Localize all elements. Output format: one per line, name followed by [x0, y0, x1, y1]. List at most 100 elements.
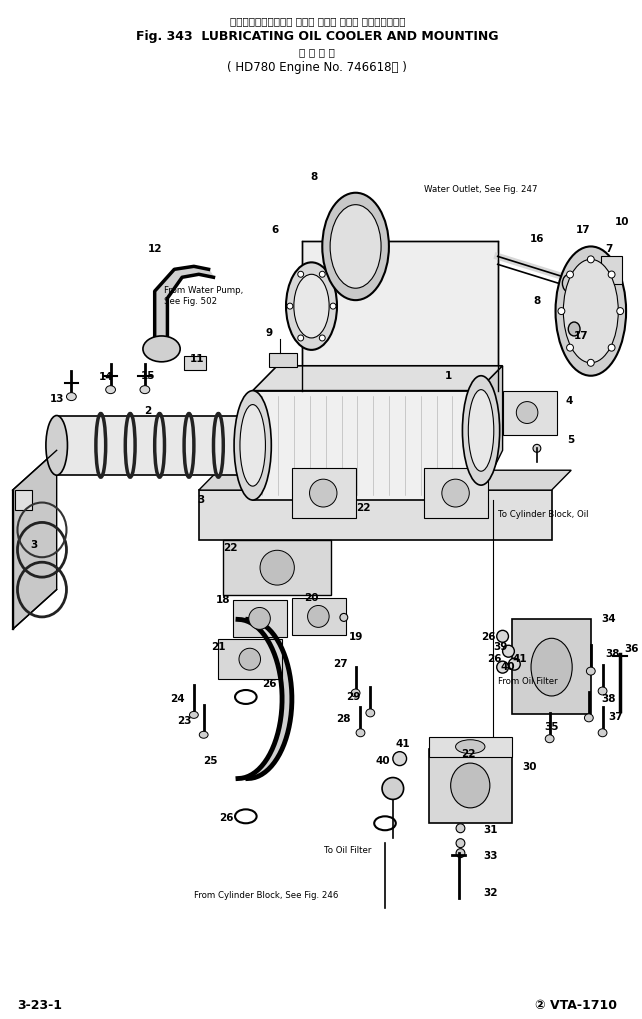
Ellipse shape [451, 763, 490, 808]
Text: 14: 14 [98, 372, 113, 382]
Text: 18: 18 [216, 594, 230, 604]
Bar [429, 749, 512, 823]
Text: 5: 5 [568, 435, 575, 445]
Text: 38: 38 [605, 649, 620, 659]
Text: 35: 35 [544, 721, 559, 732]
Ellipse shape [456, 849, 465, 858]
Ellipse shape [456, 740, 485, 754]
Polygon shape [199, 490, 551, 540]
Ellipse shape [294, 274, 329, 338]
Bar [292, 468, 356, 518]
Text: Water Outlet, See Fig. 247: Water Outlet, See Fig. 247 [424, 185, 538, 195]
Text: 37: 37 [608, 712, 623, 721]
Text: 2: 2 [144, 406, 152, 416]
Text: 19: 19 [349, 633, 363, 642]
Ellipse shape [366, 709, 375, 716]
Ellipse shape [562, 274, 576, 292]
Text: 22: 22 [461, 749, 476, 759]
Text: From Oil Filter: From Oil Filter [498, 677, 557, 686]
Text: 6: 6 [272, 224, 279, 234]
Text: 11: 11 [189, 354, 204, 364]
Text: 40: 40 [376, 756, 390, 765]
Text: 7: 7 [605, 245, 612, 255]
Ellipse shape [234, 390, 272, 500]
Ellipse shape [598, 729, 607, 737]
Text: 3-23-1: 3-23-1 [17, 999, 62, 1012]
Text: 15: 15 [141, 371, 155, 381]
Text: Fig. 343  LUBRICATING OIL COOLER AND MOUNTING: Fig. 343 LUBRICATING OIL COOLER AND MOUN… [136, 31, 499, 43]
Text: 23: 23 [177, 715, 191, 726]
Text: To Cylinder Block, Oil: To Cylinder Block, Oil [498, 511, 588, 520]
Text: 21: 21 [211, 642, 225, 652]
Ellipse shape [587, 256, 594, 263]
Polygon shape [13, 450, 56, 630]
Text: 4: 4 [566, 395, 573, 406]
Bar [253, 390, 478, 500]
Text: ② VTA-1710: ② VTA-1710 [535, 999, 617, 1012]
Ellipse shape [617, 308, 623, 315]
Text: 20: 20 [304, 592, 318, 602]
Bar [429, 737, 512, 757]
Text: 9: 9 [266, 328, 273, 338]
Ellipse shape [468, 389, 494, 471]
Text: 41: 41 [513, 654, 528, 664]
Ellipse shape [584, 714, 593, 721]
Ellipse shape [140, 385, 150, 393]
Ellipse shape [106, 385, 116, 393]
Ellipse shape [555, 247, 626, 376]
Ellipse shape [382, 777, 404, 800]
Polygon shape [155, 266, 214, 345]
Text: 36: 36 [625, 644, 639, 654]
Ellipse shape [199, 732, 208, 738]
Ellipse shape [260, 550, 294, 585]
Bar [270, 353, 297, 367]
Ellipse shape [330, 303, 336, 309]
Ellipse shape [508, 658, 520, 671]
Bar [292, 597, 346, 635]
Ellipse shape [189, 711, 198, 718]
Text: 26: 26 [487, 654, 502, 664]
Text: 13: 13 [49, 393, 64, 404]
Ellipse shape [319, 271, 325, 277]
Ellipse shape [516, 401, 538, 424]
Ellipse shape [567, 344, 573, 352]
Ellipse shape [564, 260, 618, 363]
Text: 8: 8 [311, 172, 318, 181]
Ellipse shape [533, 444, 541, 452]
Text: ( HD780 Engine No. 746618～ ): ( HD780 Engine No. 746618～ ) [227, 61, 407, 74]
Bar [56, 416, 253, 475]
Text: ルーブリケーティング オイル クーラ および マウンティング: ルーブリケーティング オイル クーラ および マウンティング [230, 15, 405, 25]
Text: 33: 33 [483, 851, 498, 861]
Ellipse shape [456, 823, 465, 833]
Polygon shape [253, 366, 503, 390]
Bar [601, 257, 622, 284]
Text: 3: 3 [31, 540, 38, 550]
Ellipse shape [598, 687, 607, 695]
Ellipse shape [330, 205, 381, 288]
Ellipse shape [531, 638, 572, 696]
Text: 41: 41 [395, 739, 410, 749]
Text: 38: 38 [601, 694, 616, 704]
Bar [512, 620, 591, 714]
Bar [184, 356, 205, 370]
Ellipse shape [287, 303, 293, 309]
Text: 32: 32 [483, 888, 498, 898]
Ellipse shape [497, 631, 508, 642]
Text: 17: 17 [574, 331, 588, 341]
Text: 17: 17 [576, 224, 590, 234]
Text: 8: 8 [534, 297, 541, 306]
Text: 28: 28 [336, 714, 351, 723]
Polygon shape [302, 242, 498, 390]
Ellipse shape [393, 752, 406, 765]
Ellipse shape [340, 613, 348, 622]
Text: 39: 39 [494, 642, 508, 652]
Ellipse shape [497, 661, 508, 674]
Text: 29: 29 [347, 692, 361, 702]
Ellipse shape [586, 667, 595, 676]
Text: 26: 26 [219, 813, 234, 823]
Ellipse shape [286, 262, 337, 350]
Ellipse shape [351, 689, 360, 697]
Ellipse shape [322, 193, 389, 301]
Bar [503, 390, 557, 435]
Text: 31: 31 [483, 825, 498, 836]
